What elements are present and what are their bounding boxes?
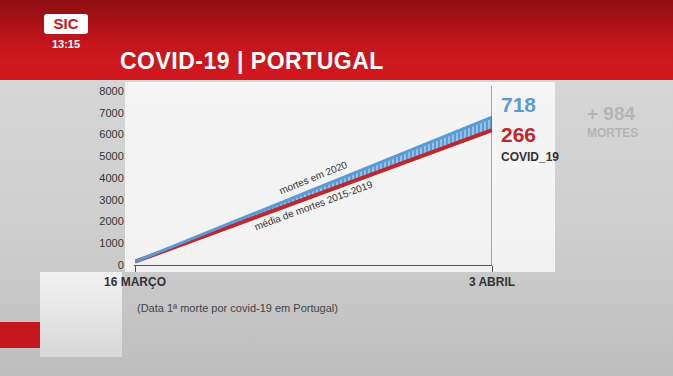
svg-text:3000: 3000 <box>99 194 123 206</box>
svg-text:1000: 1000 <box>99 237 123 249</box>
svg-text:MORTES: MORTES <box>587 126 638 140</box>
html-text:COVID-19 | PORTUGAL: COVID-19 | PORTUGAL <box>120 48 384 74</box>
svg-text:6000: 6000 <box>99 128 123 140</box>
svg-text:média de mortes 2015-2019: média de mortes 2015-2019 <box>253 179 375 233</box>
svg-text:COVID_19: COVID_19 <box>501 150 559 164</box>
svg-text:+ 984: + 984 <box>587 103 636 124</box>
svg-text:0: 0 <box>118 259 124 271</box>
svg-text:mortes em 2020: mortes em 2020 <box>278 159 350 196</box>
svg-text:266: 266 <box>501 123 536 146</box>
svg-text:(Data 1ª morte por covid-19 em: (Data 1ª morte por covid-19 em Portugal) <box>137 302 338 314</box>
svg-text:718: 718 <box>501 93 536 116</box>
svg-text:2000: 2000 <box>99 215 123 227</box>
svg-text:16 MARÇO: 16 MARÇO <box>104 275 166 289</box>
html-text:SIC: SIC <box>53 15 79 32</box>
html-text:13:15: 13:15 <box>51 38 81 50</box>
svg-text:7000: 7000 <box>99 107 123 119</box>
svg-text:3 ABRIL: 3 ABRIL <box>469 275 515 289</box>
svg-text:8000: 8000 <box>99 85 123 97</box>
svg-text:5000: 5000 <box>99 150 123 162</box>
svg-text:4000: 4000 <box>99 172 123 184</box>
